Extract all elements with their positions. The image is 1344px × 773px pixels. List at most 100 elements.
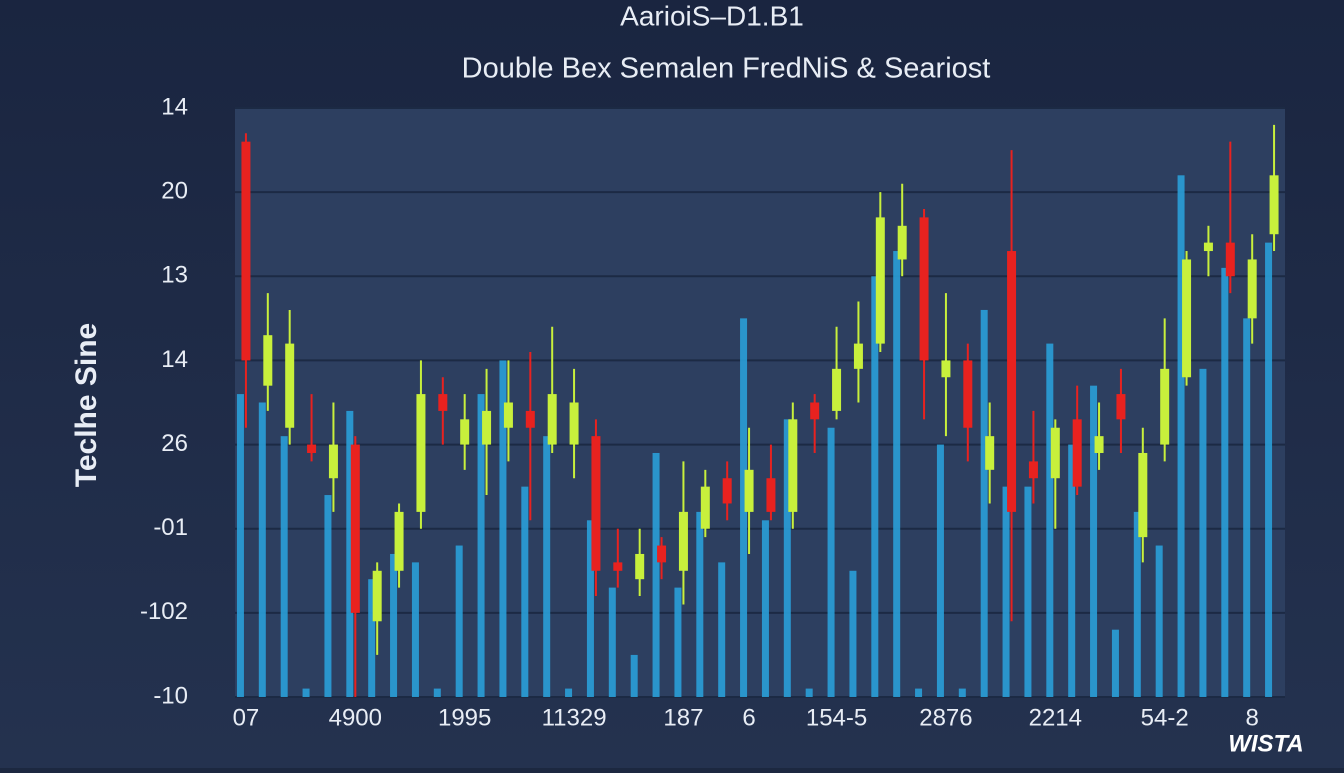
candle-body <box>460 419 470 445</box>
bar <box>1024 486 1032 697</box>
candle-body <box>985 436 995 470</box>
y-tick-label: -10 <box>153 682 188 709</box>
candle-body <box>1225 242 1235 277</box>
candle-body <box>1138 452 1148 538</box>
candle-body <box>503 402 513 428</box>
candle-body <box>788 419 798 512</box>
bar <box>1002 486 1010 697</box>
candle-body <box>263 335 273 386</box>
bar <box>565 688 573 697</box>
bar <box>652 452 660 697</box>
bar <box>915 688 923 697</box>
candle-body <box>547 394 557 445</box>
x-tick-label: 4900 <box>329 704 382 731</box>
candle-body <box>307 444 317 453</box>
candle-body <box>678 511 688 571</box>
bar <box>302 688 310 697</box>
candle-body <box>1182 259 1192 378</box>
candle-body <box>1116 394 1126 420</box>
bar <box>1177 175 1185 698</box>
bar <box>1221 267 1229 697</box>
candle-body <box>875 217 885 344</box>
bar <box>827 427 835 697</box>
bar <box>280 436 288 697</box>
candle-body <box>722 478 732 504</box>
plot-area <box>235 108 1285 697</box>
candle-body <box>1007 251 1017 512</box>
bar <box>980 309 988 697</box>
bar <box>1199 368 1207 697</box>
bar <box>1243 318 1251 697</box>
bar <box>805 688 813 697</box>
candle-body <box>525 410 535 428</box>
bar <box>390 553 398 697</box>
candle-body <box>1247 259 1257 319</box>
y-tick-label: -102 <box>140 598 188 625</box>
logo: WISTA <box>1228 730 1304 757</box>
candle-body <box>482 410 492 445</box>
bar <box>718 562 726 697</box>
candle-body <box>241 141 251 361</box>
bar <box>958 688 966 697</box>
bar <box>236 394 244 697</box>
chart-subtitle: Double Bex Semalen FredNiS & Seariost <box>462 53 991 85</box>
y-tick-label: -01 <box>153 514 188 541</box>
bar <box>586 520 594 697</box>
bar <box>521 486 529 697</box>
y-tick-label: 14 <box>161 93 188 120</box>
bar <box>543 436 551 697</box>
bar <box>368 579 376 697</box>
bar <box>1090 385 1098 697</box>
candle-body <box>1203 242 1213 252</box>
bar <box>258 402 266 697</box>
bar <box>608 587 616 697</box>
bar <box>499 360 507 697</box>
candle-body <box>394 511 404 571</box>
candle-body <box>897 225 907 260</box>
x-tick-label: 1995 <box>438 704 491 731</box>
candle-body <box>941 360 951 378</box>
candle-body <box>328 444 338 479</box>
candle-body <box>416 394 426 512</box>
x-tick-label: 07 <box>233 704 260 731</box>
candle-body <box>1094 436 1104 453</box>
y-tick-label: 14 <box>161 346 188 373</box>
x-tick-label: 54-2 <box>1141 704 1189 731</box>
bar <box>324 495 332 697</box>
bar <box>411 562 419 697</box>
candle-body <box>438 394 448 411</box>
x-tick-label: 11329 <box>542 704 607 731</box>
x-tick-label: 2214 <box>1029 704 1082 731</box>
x-tick-label: 8 <box>1246 704 1259 731</box>
x-tick-label: 2876 <box>919 704 972 731</box>
candle-body <box>569 402 579 445</box>
bar <box>696 511 704 697</box>
bar <box>455 545 463 697</box>
bar <box>740 318 748 697</box>
bar <box>1133 511 1141 697</box>
y-tick-label: 20 <box>161 177 188 204</box>
bar <box>674 587 682 697</box>
x-tick-label: 187 <box>663 704 703 731</box>
bar <box>761 520 769 697</box>
candle-body <box>963 360 973 428</box>
candle-body <box>1028 461 1038 479</box>
bar <box>893 251 901 698</box>
bar <box>477 394 485 697</box>
x-tick-label: 154-5 <box>806 704 867 731</box>
candle-body <box>372 570 382 622</box>
candle-body <box>700 486 710 529</box>
y-tick-label: 13 <box>161 262 188 289</box>
candle-body <box>1050 427 1060 479</box>
bar <box>630 654 638 697</box>
y-axis-label: Teclhe Sine <box>70 323 103 488</box>
candle-body <box>832 368 842 411</box>
candle-body <box>1160 368 1170 445</box>
bar <box>1046 343 1054 697</box>
bar <box>871 276 879 697</box>
candle-body <box>919 217 929 361</box>
chart-title: AarioiS–D1.B1 <box>620 0 804 31</box>
bar <box>1111 629 1119 697</box>
